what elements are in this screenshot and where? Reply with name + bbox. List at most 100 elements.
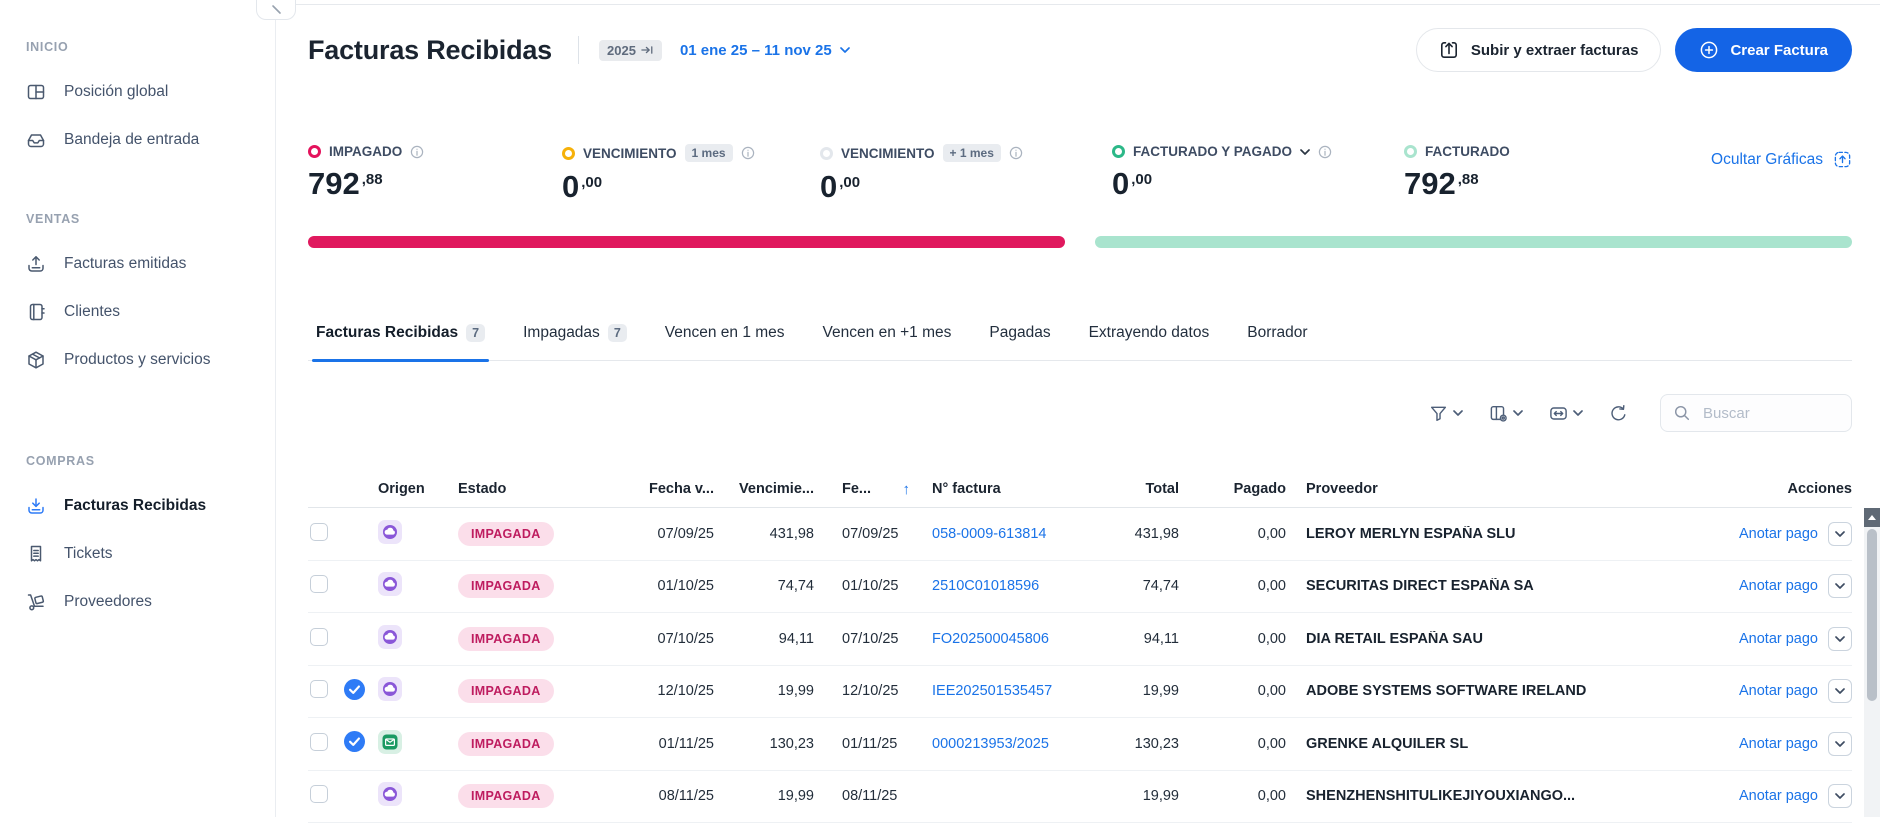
origin-cell [378,782,458,810]
origin-cell [378,572,458,600]
col-header-pagado[interactable]: Pagado [1179,481,1286,497]
columns-settings-button[interactable] [1489,404,1523,423]
row-checkbox[interactable] [310,575,328,593]
date-range-selector[interactable]: 01 ene 25 – 11 nov 25 [674,41,856,60]
col-header-n-factura[interactable]: N° factura [914,481,1094,497]
sidebar-collapse-button[interactable] [256,0,296,20]
filter-button[interactable] [1429,404,1463,423]
row-checkbox[interactable] [310,680,328,698]
checkbox-cell [308,680,344,702]
origin-cloud-icon[interactable] [378,677,402,701]
col-header-fecha-vencimiento[interactable]: Fecha v... [618,481,714,497]
paid-cell: 0,00 [1179,683,1286,699]
row-checkbox[interactable] [310,733,328,751]
upload-invoices-button[interactable]: Subir y extraer facturas [1416,28,1662,72]
origin-cloud-icon[interactable] [378,782,402,806]
grid-icon [26,82,46,102]
origin-cloud-icon[interactable] [378,625,402,649]
add-payment-link[interactable]: Anotar pago [1739,683,1818,699]
tab-label: Vencen en +1 mes [823,324,952,342]
scrollbar-up-button[interactable] [1864,508,1880,527]
add-payment-link[interactable]: Anotar pago [1739,736,1818,752]
col-header-origen[interactable]: Origen [378,481,458,497]
sidebar-item-bandeja-de-entrada[interactable]: Bandeja de entrada [26,116,275,164]
kpi-value: 0,00 [1112,168,1332,199]
row-actions-dropdown-button[interactable] [1828,522,1852,546]
kpi-label: VENCIMIENTO+ 1 mes [820,144,1023,162]
invoice-number-link[interactable]: IEE202501535457 [932,683,1052,699]
col-header-total[interactable]: Total [1094,481,1179,497]
collapse-diagonal-icon [269,2,283,16]
row-checkbox[interactable] [310,523,328,541]
sidebar-item-clientes[interactable]: Clientes [26,288,275,336]
invoice-number-link[interactable]: 0000213953/2025 [932,736,1049,752]
origin-cloud-icon[interactable] [378,572,402,596]
status-cell: IMPAGADA [458,784,618,808]
add-payment-link[interactable]: Anotar pago [1739,526,1818,542]
add-payment-link[interactable]: Anotar pago [1739,578,1818,594]
col-header-proveedor[interactable]: Proveedor [1286,481,1706,497]
tab-vencen-en-1-mes[interactable]: Vencen en 1 mes [663,320,787,360]
total-cell: 431,98 [1094,526,1179,542]
table-row: IMPAGADA07/10/2594,1107/10/25FO202500045… [308,613,1852,666]
sidebar-item-proveedores[interactable]: Proveedores [26,578,275,626]
row-actions-dropdown-button[interactable] [1828,679,1852,703]
tab-borrador[interactable]: Borrador [1245,320,1309,360]
tab-vencen-en-1-mes[interactable]: Vencen en +1 mes [821,320,954,360]
year-badge[interactable]: 2025 [599,40,662,61]
row-actions-dropdown-button[interactable] [1828,732,1852,756]
verified-cell [344,731,378,756]
create-invoice-button[interactable]: Crear Factura [1675,28,1852,72]
tab-impagadas[interactable]: Impagadas7 [521,320,629,360]
add-payment-link[interactable]: Anotar pago [1739,631,1818,647]
invoice-date-cell: 01/10/25 [814,578,914,594]
tab-pagadas[interactable]: Pagadas [987,320,1052,360]
invoice-number-link[interactable]: FO202500045806 [932,631,1049,647]
row-checkbox[interactable] [310,628,328,646]
origin-mail-icon[interactable] [378,730,402,754]
page-title: Facturas Recibidas [308,35,552,66]
kpi-period-badge: 1 mes [685,144,733,162]
search-input[interactable] [1701,404,1821,423]
vertical-scrollbar[interactable] [1864,508,1880,817]
status-cell: IMPAGADA [458,732,618,756]
invoice-number-link[interactable]: 058-0009-613814 [932,526,1047,542]
kpi-value-decimal: ,00 [839,174,860,191]
checkbox-cell [308,523,344,545]
row-checkbox[interactable] [310,785,328,803]
origin-cell [378,730,458,758]
refresh-button[interactable] [1609,404,1628,423]
sidebar-item-label: Productos y servicios [64,351,210,369]
sidebar-item-productos-y-servicios[interactable]: Productos y servicios [26,336,275,384]
chevron-down-icon[interactable] [1300,149,1310,155]
toggle-charts-link[interactable]: Ocultar Gráficas [1711,150,1852,169]
tray-down-icon [26,496,46,516]
sort-ascending-icon[interactable]: ↑ [903,481,911,498]
table-body: IMPAGADA07/09/25431,9807/09/25058-0009-6… [308,508,1852,823]
due-amount-cell: 431,98 [714,526,814,542]
col-header-estado[interactable]: Estado [458,481,618,497]
tab-facturas-recibidas[interactable]: Facturas Recibidas7 [314,320,487,360]
tab-extrayendo-datos[interactable]: Extrayendo datos [1087,320,1212,360]
row-actions-dropdown-button[interactable] [1828,784,1852,808]
sidebar-item-facturas-recibidas[interactable]: Facturas Recibidas [26,482,275,530]
invoice-date-cell: 01/11/25 [814,736,914,752]
col-header-vencimiento[interactable]: Vencimie... [714,481,814,497]
column-width-button[interactable] [1549,404,1583,423]
info-icon [1318,145,1332,159]
add-payment-link[interactable]: Anotar pago [1739,788,1818,804]
paid-cell: 0,00 [1179,736,1286,752]
sidebar-item-posicion-global[interactable]: Posición global [26,68,275,116]
scrollbar-thumb[interactable] [1867,529,1877,701]
invoice-number-link[interactable]: 2510C01018596 [932,578,1039,594]
invoice-number-cell: FO202500045806 [914,631,1094,647]
sidebar-item-facturas-emitidas[interactable]: Facturas emitidas [26,240,275,288]
kpi-impagado: IMPAGADO792,88 [308,144,424,199]
origin-cloud-icon[interactable] [378,520,402,544]
row-actions-dropdown-button[interactable] [1828,574,1852,598]
sidebar-item-tickets[interactable]: Tickets [26,530,275,578]
row-actions-dropdown-button[interactable] [1828,627,1852,651]
tab-label: Impagadas [523,324,600,342]
app-root: INICIOPosición globalBandeja de entradaV… [0,0,1880,817]
col-header-fecha[interactable]: Fe... ↑ [814,481,914,498]
